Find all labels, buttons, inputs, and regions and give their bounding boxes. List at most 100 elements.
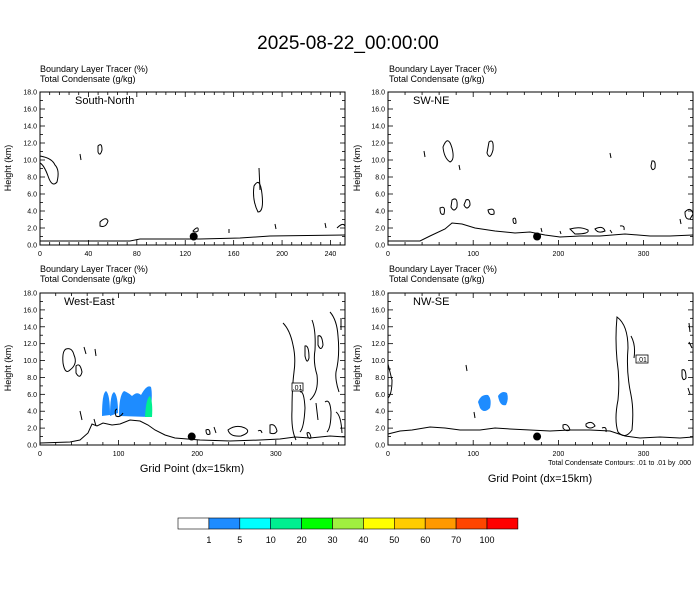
panel-header-line1: Boundary Layer Tracer (%) xyxy=(389,64,497,74)
x-axis-label: Grid Point (dx=15km) xyxy=(488,473,592,485)
y-tick-label: 18.0 xyxy=(371,291,385,298)
terrain-and-contours xyxy=(387,316,694,439)
colorbar-swatch xyxy=(177,517,210,530)
panel-nw-se: Boundary Layer Tracer (%) Total Condensa… xyxy=(352,264,694,485)
y-axis-label: Height (km) xyxy=(3,345,13,392)
colorbar-label: 30 xyxy=(327,535,337,545)
terrain-and-contours xyxy=(39,311,346,444)
y-tick-label: 2.0 xyxy=(27,426,37,433)
y-tick-label: 10.0 xyxy=(23,358,37,365)
panel-header-line2: Total Condensate (g/kg) xyxy=(389,74,485,84)
x-tick-label: 240 xyxy=(325,251,337,258)
panel-title: SW-NE xyxy=(413,95,449,107)
colorbar-label: 50 xyxy=(389,535,399,545)
y-tick-label: 8.0 xyxy=(27,375,37,382)
colorbar-label: 5 xyxy=(237,535,242,545)
y-tick-label: 4.0 xyxy=(375,209,385,216)
colorbar-label: 20 xyxy=(297,535,307,545)
y-tick-label: 18.0 xyxy=(371,90,385,97)
contour-label-text: .01 xyxy=(637,357,647,364)
y-tick-label: 10.0 xyxy=(23,158,37,165)
x-tick-label: 100 xyxy=(113,451,125,458)
y-tick-label: 12.0 xyxy=(371,341,385,348)
colorbar-label: 10 xyxy=(266,535,276,545)
panel-header-line1: Boundary Layer Tracer (%) xyxy=(40,64,148,74)
y-tick-label: 18.0 xyxy=(23,291,37,298)
y-tick-label: 2.0 xyxy=(375,226,385,233)
x-tick-label: 300 xyxy=(638,451,650,458)
x-tick-label: 120 xyxy=(179,251,191,258)
x-tick-label: 160 xyxy=(228,251,240,258)
colorbar-label: 1 xyxy=(206,535,211,545)
x-tick-label: 100 xyxy=(467,251,479,258)
y-tick-label: 16.0 xyxy=(371,107,385,114)
terrain-and-contours xyxy=(39,144,346,242)
x-tick-label: 0 xyxy=(386,251,390,258)
y-tick-label: 16.0 xyxy=(371,307,385,314)
y-tick-label: 8.0 xyxy=(375,175,385,182)
colorbar-label: 40 xyxy=(358,535,368,545)
colorbar-swatch xyxy=(393,517,426,530)
location-marker xyxy=(533,232,542,241)
y-tick-label: 6.0 xyxy=(375,392,385,399)
panel-title: NW-SE xyxy=(413,296,449,308)
panel-header-line1: Boundary Layer Tracer (%) xyxy=(40,264,148,274)
colorbar: 1 5 10 20 30 40 50 60 70 100 xyxy=(177,517,519,545)
panel-title: South-North xyxy=(75,95,134,107)
x-tick-label: 200 xyxy=(553,451,565,458)
y-tick-label: 4.0 xyxy=(375,409,385,416)
y-tick-label: 0.0 xyxy=(375,443,385,450)
y-tick-label: 8.0 xyxy=(27,175,37,182)
colorbar-swatch xyxy=(270,517,302,530)
contour-value-label: .01 xyxy=(635,354,649,364)
axes-west-east: 0.0 2.0 4.0 6.0 8.0 10.0 12.0 14.0 16.0 18.0 0 100 2… xyxy=(23,291,346,458)
y-axis-label: Height (km) xyxy=(3,145,13,192)
x-axis-label: Grid Point (dx=15km) xyxy=(140,463,244,475)
contour-value-label: .01 xyxy=(291,382,304,392)
y-tick-label: 6.0 xyxy=(375,192,385,199)
colorbar-swatch xyxy=(486,517,519,530)
x-tick-label: 0 xyxy=(386,451,390,458)
y-tick-label: 12.0 xyxy=(371,141,385,148)
colorbar-swatch xyxy=(208,517,241,530)
colorbar-label: 70 xyxy=(451,535,461,545)
y-axis-label: Height (km) xyxy=(352,345,362,392)
y-tick-label: 4.0 xyxy=(27,209,37,216)
y-tick-label: 0.0 xyxy=(375,243,385,250)
x-tick-label: 300 xyxy=(270,451,282,458)
colorbar-label: 60 xyxy=(420,535,430,545)
terrain-and-contours xyxy=(388,140,694,242)
contour-label-text: .01 xyxy=(293,385,303,392)
panel-south-north: Boundary Layer Tracer (%) Total Condensa… xyxy=(3,64,346,242)
colorbar-swatch xyxy=(424,517,457,530)
axes-nw-se: 0.0 2.0 4.0 6.0 8.0 10.0 12.0 14.0 16.0 18.0 0 100 2… xyxy=(371,291,694,458)
panel-header-line2: Total Condensate (g/kg) xyxy=(40,74,136,84)
x-tick-label: 40 xyxy=(85,251,93,258)
y-tick-label: 10.0 xyxy=(371,158,385,165)
colorbar-swatch xyxy=(332,517,364,530)
colorbar-swatch xyxy=(455,517,488,530)
y-tick-label: 12.0 xyxy=(23,341,37,348)
panel-west-east: Boundary Layer Tracer (%) Total Condensa… xyxy=(3,264,346,475)
boundary-layer-tracer-fill xyxy=(478,392,508,411)
y-tick-label: 0.0 xyxy=(27,443,37,450)
panel-title: West-East xyxy=(64,296,115,308)
y-tick-label: 18.0 xyxy=(23,90,37,97)
plot-frame xyxy=(387,292,694,446)
y-tick-label: 14.0 xyxy=(23,324,37,331)
x-tick-label: 100 xyxy=(467,451,479,458)
x-tick-label: 80 xyxy=(133,251,141,258)
contour-interval-note: Total Condensate Contours: .01 to .01 by… xyxy=(548,460,691,467)
y-tick-label: 2.0 xyxy=(27,226,37,233)
plot-frame xyxy=(387,91,694,246)
axes-layer: 0.0 2.0 4.0 6.0 8.0 10.0 12.0 14.0 16.0 18.0 0 40 80… xyxy=(23,90,694,458)
y-tick-label: 16.0 xyxy=(23,107,37,114)
y-tick-label: 14.0 xyxy=(371,124,385,131)
boundary-layer-tracer-fill xyxy=(102,386,153,417)
x-tick-label: 200 xyxy=(553,251,565,258)
panel-header-line2: Total Condensate (g/kg) xyxy=(389,274,485,284)
figure-title: 2025-08-22_00:00:00 xyxy=(257,33,439,54)
y-tick-label: 16.0 xyxy=(23,307,37,314)
y-tick-label: 6.0 xyxy=(27,392,37,399)
